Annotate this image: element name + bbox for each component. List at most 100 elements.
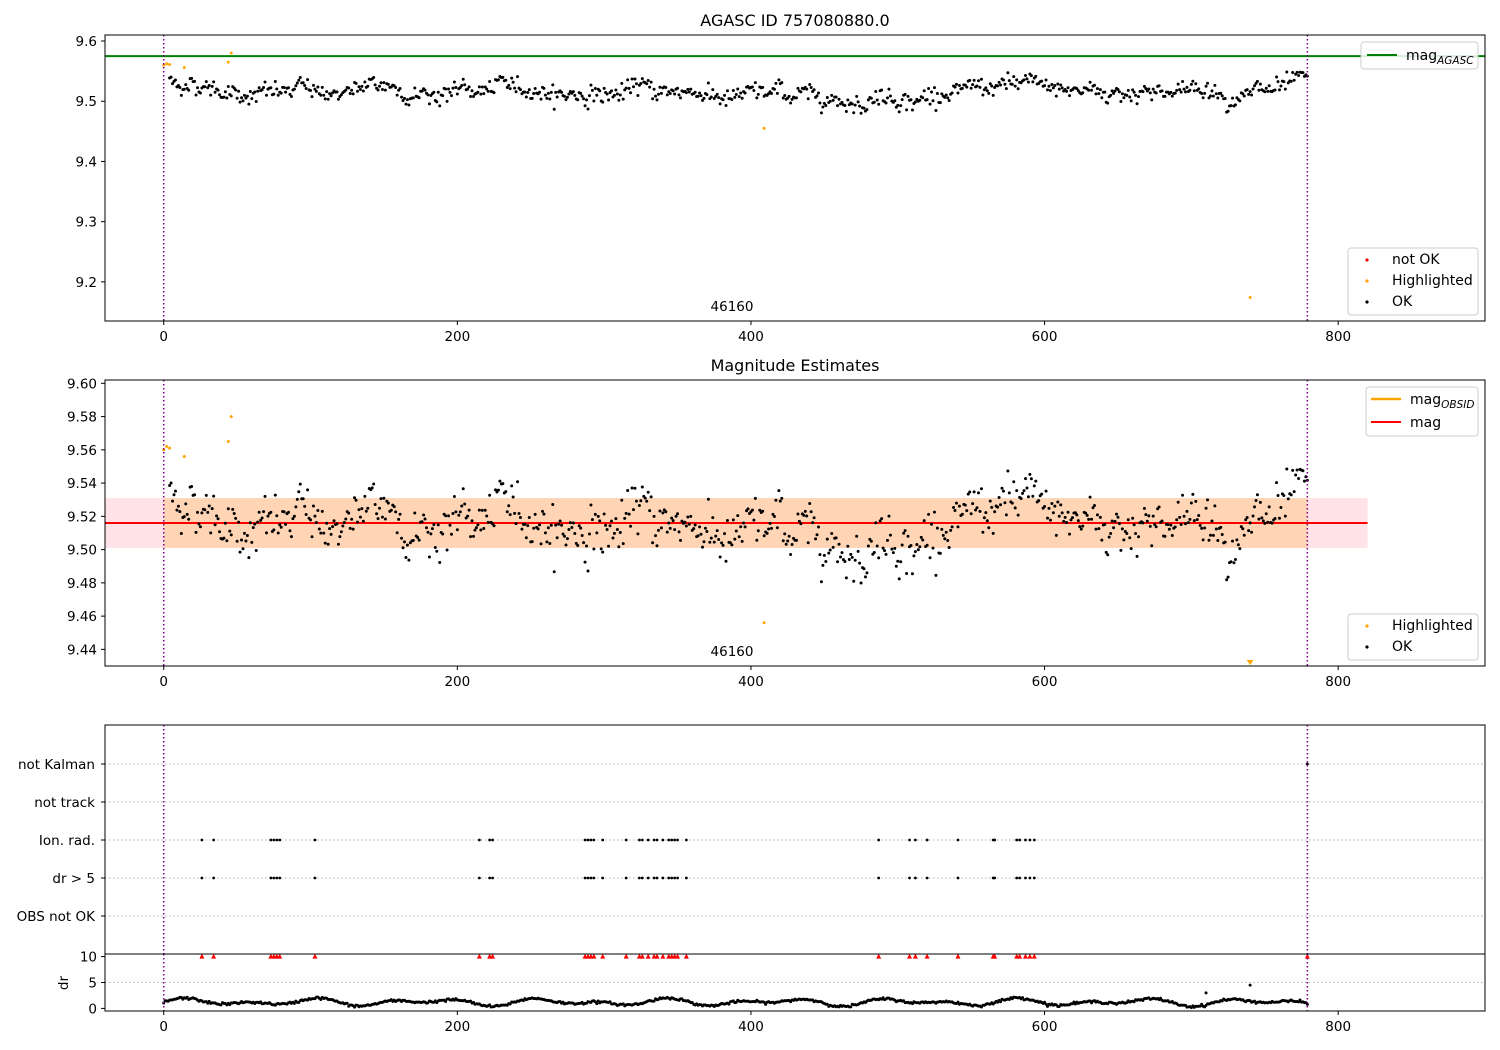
ok-point <box>649 495 653 499</box>
ok-point <box>640 485 644 489</box>
ok-point <box>297 490 301 494</box>
ok-point <box>551 83 555 87</box>
ok-point <box>370 486 374 490</box>
flag-point <box>477 876 481 880</box>
ok-point <box>1238 99 1242 103</box>
ok-point <box>725 519 729 523</box>
ok-point <box>927 86 931 90</box>
ok-point <box>715 529 719 533</box>
ok-point <box>1253 505 1257 509</box>
ok-point <box>843 104 847 108</box>
dr-clipped-marker <box>600 954 606 959</box>
ok-point <box>598 519 602 523</box>
ok-point <box>670 516 674 520</box>
ok-point <box>612 93 616 97</box>
panel-2-plot <box>105 380 1368 666</box>
ok-point <box>461 487 465 491</box>
ok-point <box>1294 473 1298 477</box>
ok-point <box>903 92 907 96</box>
ok-point <box>190 76 194 80</box>
dr-point <box>488 1003 492 1007</box>
ok-point <box>858 104 862 108</box>
ok-point <box>543 531 547 535</box>
ok-point <box>637 503 641 507</box>
ok-point <box>796 512 800 516</box>
highlighted-point <box>229 51 233 55</box>
flag-point <box>652 876 656 880</box>
ok-point <box>455 528 459 532</box>
ok-point <box>950 525 954 529</box>
ok-point <box>968 78 972 82</box>
flag-point <box>278 876 282 880</box>
dr-point <box>1044 1002 1048 1006</box>
ok-point <box>317 527 321 531</box>
ok-point <box>869 539 873 543</box>
ok-point <box>1273 88 1277 92</box>
dr-point <box>444 1000 448 1004</box>
ok-point <box>184 502 188 506</box>
ok-point <box>775 526 779 530</box>
ok-point <box>880 517 884 521</box>
ok-point <box>966 492 970 496</box>
ok-point <box>1070 516 1074 520</box>
ok-point <box>853 103 857 107</box>
flag-point <box>1018 838 1022 842</box>
ok-point <box>918 545 922 549</box>
flag-point <box>583 876 587 880</box>
ok-point <box>1142 506 1146 510</box>
ok-point <box>323 541 327 545</box>
ok-point <box>733 95 737 99</box>
ok-point <box>356 520 360 524</box>
vertical-guide-lines <box>162 725 1309 954</box>
ok-point <box>981 530 985 534</box>
ok-point <box>809 510 813 514</box>
ok-point <box>510 76 514 80</box>
ok-point <box>839 555 843 559</box>
x-tick-label: 0 <box>159 1019 168 1035</box>
ok-point <box>1060 511 1064 515</box>
ok-point <box>701 545 705 549</box>
ok-point <box>482 527 486 531</box>
ok-point <box>953 509 957 513</box>
ok-point <box>182 515 186 519</box>
flag-point <box>956 876 960 880</box>
ok-point <box>1147 514 1151 518</box>
ok-point <box>407 103 411 107</box>
ok-point <box>1097 92 1101 96</box>
ok-point <box>1054 94 1058 98</box>
ok-point <box>969 86 973 90</box>
flag-point <box>212 876 216 880</box>
ok-point <box>213 90 217 94</box>
ok-point <box>999 503 1003 507</box>
ok-point <box>1006 71 1010 75</box>
ok-point <box>238 100 242 104</box>
ok-point <box>1007 491 1011 495</box>
ok-point <box>383 88 387 92</box>
ok-point <box>1034 479 1038 483</box>
ok-point <box>279 91 283 95</box>
ok-point <box>1169 90 1173 94</box>
ok-point <box>518 515 522 519</box>
panel-2-annotation: 46160 <box>711 644 754 660</box>
ok-point <box>671 519 675 523</box>
ok-point <box>1137 535 1141 539</box>
ok-point <box>985 89 989 93</box>
ok-point <box>486 89 490 93</box>
ok-point <box>1297 477 1301 480</box>
ok-point <box>314 520 318 524</box>
ok-point <box>262 86 266 89</box>
ok-point <box>1122 538 1126 542</box>
ok-point <box>1194 82 1198 86</box>
panel-2-legend-bottom: Highlighted OK <box>1347 613 1479 661</box>
ok-point <box>378 506 382 510</box>
ok-point <box>683 520 687 524</box>
ok-point <box>799 522 803 526</box>
x-tick-label: 800 <box>1325 329 1351 345</box>
flag-point <box>684 838 688 842</box>
ok-point <box>501 75 505 79</box>
ok-point <box>223 90 227 94</box>
ok-point <box>731 88 735 92</box>
ok-point <box>463 83 467 87</box>
flag-point <box>993 838 997 842</box>
highlighted-point <box>182 66 186 70</box>
